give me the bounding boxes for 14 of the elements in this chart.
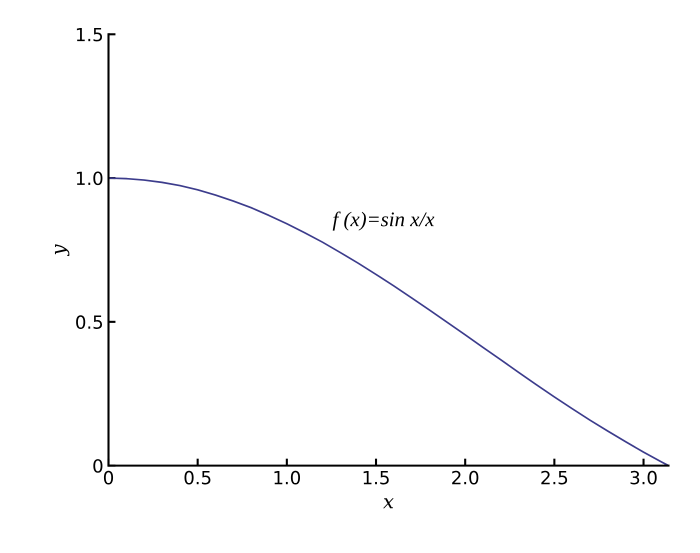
y-tick-label: 0.5 [76, 315, 102, 329]
y-axis-title: y [54, 244, 70, 256]
x-axis-title: x [383, 498, 394, 508]
x-tick-label: 1.5 [364, 471, 389, 484]
x-tick-label: 0 [104, 470, 114, 484]
x-tick-label: 0.5 [184, 470, 210, 484]
x-tick-label: 3.0 [630, 470, 657, 484]
y-tick-label: 1.5 [76, 28, 102, 42]
x-tick-label: 1.0 [274, 470, 300, 484]
y-tick-label: 1.0 [76, 172, 102, 186]
x-tick-label: 2.5 [541, 470, 568, 484]
annotation: f (x)=sin x/x [332, 212, 434, 231]
y-tick-label: 0 [93, 459, 102, 473]
x-tick-label: 2.0 [452, 470, 478, 484]
